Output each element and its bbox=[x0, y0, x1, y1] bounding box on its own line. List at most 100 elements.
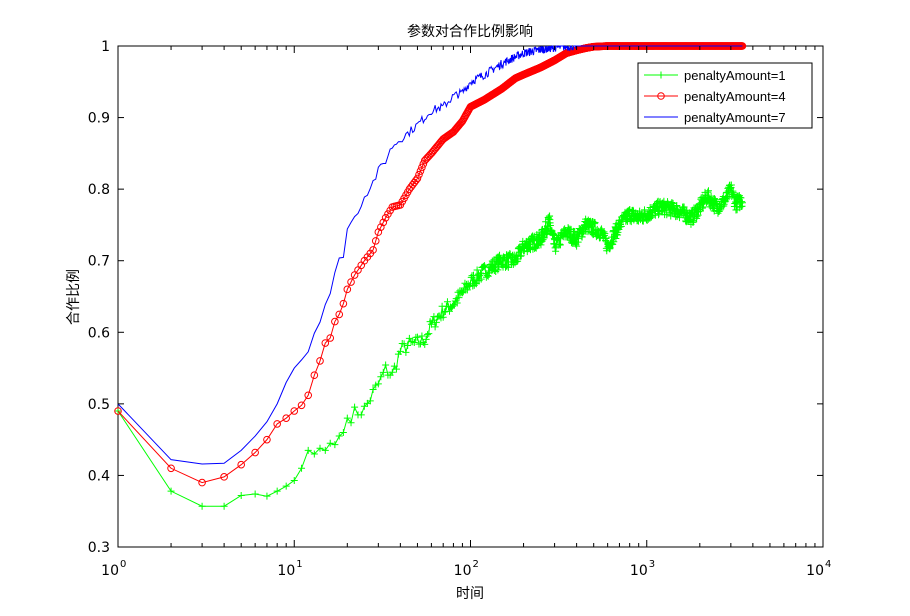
data-point bbox=[263, 435, 271, 444]
x-tick-exponent: 2 bbox=[473, 559, 479, 570]
data-point bbox=[290, 476, 298, 484]
data-point bbox=[484, 272, 492, 280]
data-point bbox=[588, 229, 596, 237]
data-point bbox=[251, 448, 259, 457]
legend-item-2: penaltyAmount=4 bbox=[644, 89, 786, 104]
legend-label: penaltyAmount=1 bbox=[684, 68, 786, 83]
data-point bbox=[738, 199, 746, 207]
y-tick-label: 0.4 bbox=[88, 468, 110, 484]
data-point bbox=[273, 420, 281, 428]
data-point bbox=[578, 233, 586, 241]
data-point bbox=[432, 318, 440, 326]
data-point bbox=[273, 487, 281, 495]
data-point bbox=[453, 299, 461, 307]
data-point bbox=[347, 419, 355, 427]
data-point bbox=[480, 262, 488, 270]
data-point bbox=[416, 340, 424, 348]
data-point bbox=[593, 225, 601, 233]
data-point bbox=[379, 218, 388, 227]
data-point bbox=[316, 357, 324, 365]
data-point bbox=[310, 371, 319, 380]
data-point bbox=[715, 207, 723, 215]
data-point bbox=[698, 204, 706, 212]
data-point bbox=[331, 441, 339, 449]
data-point bbox=[470, 271, 477, 279]
data-point bbox=[690, 218, 698, 226]
data-point bbox=[520, 247, 528, 255]
data-point bbox=[282, 482, 290, 490]
data-point bbox=[556, 240, 564, 248]
data-point bbox=[491, 267, 499, 275]
data-point bbox=[504, 263, 512, 271]
data-point bbox=[405, 334, 413, 342]
data-point bbox=[237, 460, 245, 469]
data-point bbox=[423, 331, 431, 339]
data-point bbox=[693, 212, 701, 220]
axes-box bbox=[117, 45, 824, 548]
x-tick-exponent: 3 bbox=[649, 559, 655, 570]
chart-title: 参数对合作比例影响 bbox=[407, 23, 533, 40]
data-point bbox=[400, 340, 408, 348]
data-point bbox=[573, 242, 581, 250]
data-point bbox=[425, 330, 433, 338]
data-point bbox=[198, 502, 206, 510]
data-point bbox=[477, 269, 485, 277]
x-tick-base: 10 bbox=[454, 563, 472, 579]
data-point bbox=[614, 228, 622, 236]
x-tick-base: 10 bbox=[101, 563, 119, 579]
data-point bbox=[198, 478, 206, 487]
data-point bbox=[503, 262, 511, 270]
data-point bbox=[493, 258, 501, 266]
data-point bbox=[379, 368, 387, 376]
data-point bbox=[335, 310, 344, 319]
data-point bbox=[404, 341, 412, 349]
legend-label: penaltyAmount=7 bbox=[684, 110, 786, 125]
data-point bbox=[343, 414, 351, 422]
y-tick-label: 0.8 bbox=[88, 182, 110, 198]
data-point bbox=[724, 194, 732, 202]
data-point bbox=[290, 407, 299, 415]
data-point bbox=[413, 333, 421, 341]
data-point bbox=[617, 223, 625, 231]
data-point bbox=[556, 241, 564, 249]
data-point bbox=[591, 219, 599, 227]
data-point bbox=[382, 361, 390, 369]
x-tick-label: 10 4 bbox=[806, 559, 831, 579]
data-point bbox=[321, 339, 330, 347]
data-point bbox=[304, 446, 312, 454]
data-point bbox=[409, 338, 417, 346]
y-tick-label: 0.9 bbox=[88, 111, 110, 127]
data-point bbox=[326, 334, 335, 342]
data-point bbox=[369, 246, 377, 254]
x-tick-label: 10 3 bbox=[630, 559, 655, 579]
data-point bbox=[673, 202, 681, 210]
x-tick-base: 10 bbox=[630, 563, 648, 579]
data-point bbox=[418, 332, 426, 340]
data-point bbox=[297, 401, 306, 410]
data-point bbox=[369, 386, 377, 394]
data-point bbox=[374, 380, 382, 388]
data-point bbox=[347, 278, 355, 286]
data-point bbox=[473, 266, 481, 274]
data-point bbox=[418, 163, 426, 172]
x-tick-base: 10 bbox=[806, 563, 824, 579]
data-point bbox=[413, 174, 422, 183]
legend: penaltyAmount=1 penaltyAmount=4 penaltyAmo… bbox=[637, 62, 813, 129]
x-tick-label: 10 1 bbox=[277, 559, 302, 579]
data-point bbox=[421, 340, 429, 348]
data-point bbox=[396, 347, 404, 355]
y-tick-label: 1 bbox=[101, 39, 110, 55]
data-point bbox=[427, 320, 435, 328]
x-tick-label: 10 0 bbox=[101, 559, 126, 579]
x-axis-label: 时间 bbox=[456, 586, 484, 602]
data-point bbox=[429, 316, 437, 324]
data-point bbox=[463, 286, 471, 294]
x-tick-exponent: 0 bbox=[120, 559, 126, 570]
data-point bbox=[495, 251, 503, 259]
legend-item-1: penaltyAmount=1 bbox=[644, 68, 786, 83]
series-layer bbox=[114, 42, 747, 510]
data-point bbox=[351, 403, 359, 411]
data-point bbox=[480, 262, 488, 270]
data-point bbox=[416, 167, 425, 175]
